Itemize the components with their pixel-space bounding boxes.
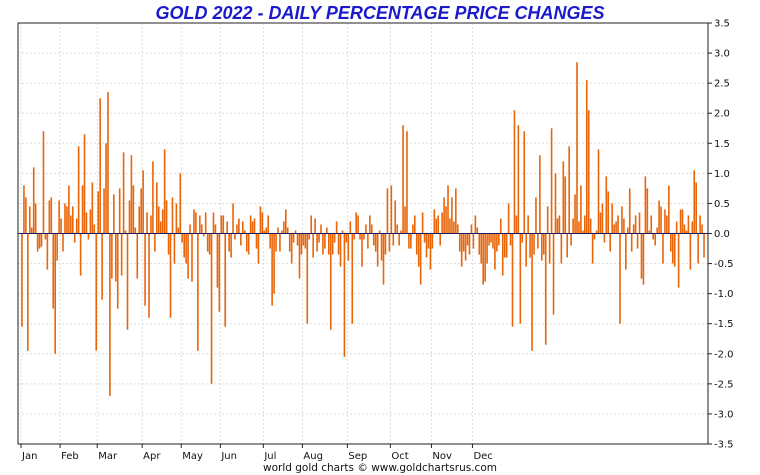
x-tick-label: Apr	[143, 451, 161, 462]
x-tick-label: Mar	[98, 451, 118, 462]
y-axis-ticks: 3.5 3.0 2.5 2.0 1.5 1.0 0.5 0.0 -0.5 -1.0 -1.5 -2.0…	[708, 19, 734, 451]
x-tick-label: Dec	[473, 451, 492, 462]
x-tick-label: Sep	[348, 451, 367, 462]
chart-title: GOLD 2022 - DAILY PERCENTAGE PRICE CHANG…	[155, 3, 605, 23]
y-tick-label: -3.5	[714, 440, 734, 451]
y-tick-label: 3.0	[714, 49, 730, 60]
y-tick-label: 0.0	[714, 229, 730, 240]
footer-credit: world gold charts © www.goldchartsrus.co…	[263, 462, 497, 474]
y-tick-label: -2.0	[714, 349, 734, 360]
y-tick-label: -3.0	[714, 409, 734, 420]
y-tick-label: -1.0	[714, 289, 734, 300]
y-tick-label: 2.0	[714, 109, 730, 120]
y-tick-label: 1.5	[714, 139, 730, 150]
x-tick-label: Jul	[263, 451, 276, 462]
x-axis-ticks: Jan Feb Mar Apr May Jun Jul Aug Sep Oct Nov Dec	[20, 444, 493, 462]
x-tick-label: Aug	[303, 451, 323, 462]
y-tick-label: 2.5	[714, 79, 730, 90]
y-tick-label: 1.0	[714, 169, 730, 180]
y-tick-label: -0.5	[714, 259, 734, 270]
y-tick-label: -2.5	[714, 379, 734, 390]
x-tick-label: Jan	[21, 451, 37, 462]
x-tick-label: Jun	[220, 451, 237, 462]
axes	[17, 22, 709, 445]
y-tick-label: 0.5	[714, 199, 730, 210]
x-tick-label: Nov	[432, 451, 452, 462]
bar-series	[21, 62, 705, 396]
y-tick-label: 3.5	[714, 19, 730, 30]
y-tick-label: -1.5	[714, 319, 734, 330]
x-tick-label: Feb	[61, 451, 79, 462]
x-tick-label: May	[182, 451, 203, 462]
x-tick-label: Oct	[391, 451, 408, 462]
